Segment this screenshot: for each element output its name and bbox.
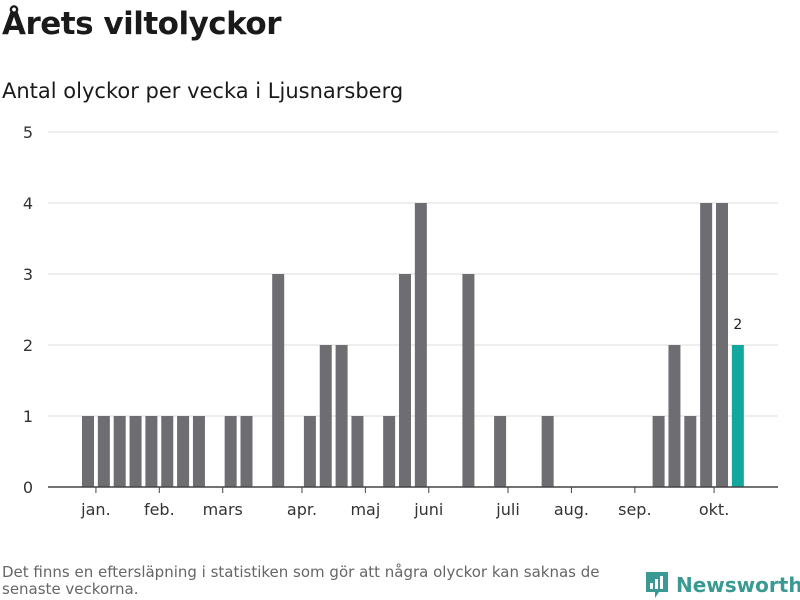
bar-highlight — [731, 345, 744, 487]
x-tick-label: mars — [203, 500, 243, 519]
x-tick-label: okt. — [699, 500, 729, 519]
data-label: 2 — [733, 317, 742, 333]
bar — [272, 274, 285, 487]
x-tick-label: jan. — [80, 500, 110, 519]
bar — [161, 416, 174, 487]
bar — [303, 416, 316, 487]
brand-name: Newsworthy — [676, 573, 800, 597]
x-tick-label: sep. — [618, 500, 651, 519]
bar — [462, 274, 475, 487]
bar — [383, 416, 396, 487]
y-tick-label: 1 — [23, 407, 33, 426]
bar — [240, 416, 253, 487]
x-tick-label: juli — [495, 500, 519, 519]
bar — [192, 416, 205, 487]
y-tick-label: 3 — [23, 265, 33, 284]
x-tick-label: feb. — [144, 500, 175, 519]
bar — [716, 203, 728, 487]
bar — [82, 416, 94, 487]
bar — [414, 203, 427, 487]
bar — [335, 345, 348, 487]
bar — [129, 416, 142, 487]
x-tick-label: juni — [413, 500, 443, 519]
bar — [652, 416, 665, 487]
bar — [668, 345, 681, 487]
y-tick-label: 2 — [23, 336, 33, 355]
x-tick-label: aug. — [554, 500, 589, 519]
bar-chart: 0 1 2 3 4 5 2 jan. feb. mars apr. maj juni juli aug. se… — [23, 123, 778, 519]
y-tick-label: 0 — [23, 478, 33, 497]
x-tick-label: apr. — [287, 500, 317, 519]
bar — [541, 416, 554, 487]
newsworthy-logo-icon — [646, 572, 668, 598]
bar — [97, 416, 110, 487]
bar — [224, 416, 237, 487]
bar — [494, 416, 507, 487]
footnote: Det finns en eftersläpning i statistiken… — [2, 563, 600, 598]
bar — [700, 203, 713, 487]
y-tick-label: 4 — [23, 194, 33, 213]
bar — [113, 416, 126, 487]
bar — [319, 345, 332, 487]
chart-subtitle: Antal olyckor per vecka i Ljusnarsberg — [2, 79, 404, 103]
brand-logo: Newsworthy — [644, 570, 800, 600]
bar — [399, 274, 411, 487]
y-tick-label: 5 — [23, 123, 33, 142]
chart-title: Årets viltolyckor — [2, 6, 282, 42]
bar — [684, 416, 697, 487]
x-tick-label: maj — [350, 500, 380, 519]
bar — [177, 416, 190, 487]
bar — [145, 416, 158, 487]
bar — [351, 416, 364, 487]
